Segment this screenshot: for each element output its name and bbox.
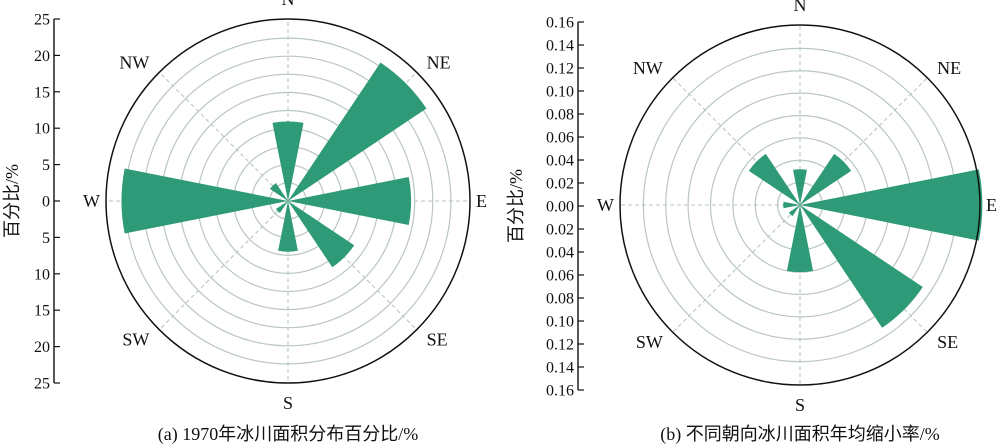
y-tick-label: 15 xyxy=(34,84,50,101)
y-tick-label: 0.14 xyxy=(546,38,574,55)
bar-se xyxy=(288,201,355,268)
y-tick-label: 5 xyxy=(42,230,50,247)
rose-chart-a: N NE E SE S SW W NW 25 20 15 10 5 0 5 10 15 20 25 百分比/% (a) … xyxy=(2,0,487,445)
bar-se xyxy=(800,205,923,328)
bar-e xyxy=(288,176,412,226)
direction-label-se: SE xyxy=(427,330,448,350)
y-tick-label: 10 xyxy=(34,266,50,283)
bar-n xyxy=(272,121,304,201)
y-tick-label: 0.02 xyxy=(546,222,574,239)
bar-e xyxy=(800,169,983,241)
direction-label-s: S xyxy=(283,393,293,413)
y-axis-title: 百分比/% xyxy=(506,169,526,243)
direction-label-nw: NW xyxy=(633,58,663,78)
y-tick-label: 5 xyxy=(42,157,50,174)
direction-label-se: SE xyxy=(937,332,958,352)
direction-label-n: N xyxy=(794,0,807,15)
direction-label-w: W xyxy=(597,195,614,215)
bar-ne xyxy=(800,153,852,205)
y-tick-label: 0.10 xyxy=(546,84,574,101)
direction-label-sw: SW xyxy=(122,330,149,350)
direction-label-ne: NE xyxy=(427,52,451,72)
direction-label-n: N xyxy=(282,0,295,9)
y-tick-label: 0.12 xyxy=(546,61,574,78)
y-tick-label: 0.16 xyxy=(546,383,574,400)
y-tick-label: 15 xyxy=(34,303,50,320)
outer-circle xyxy=(105,18,471,384)
direction-label-e: E xyxy=(476,191,487,211)
bar-sw xyxy=(788,205,800,217)
y-tick-label: 0.06 xyxy=(546,130,574,147)
rose-chart-b: N NE E SE S SW W NW 0.16 0.14 0.12 0.10 0.08 0.06 0.04… xyxy=(506,0,997,445)
grid-spoke xyxy=(159,72,289,202)
y-tick-label: 0.12 xyxy=(546,337,574,354)
direction-label-w: W xyxy=(83,191,100,211)
y-tick-label: 0.16 xyxy=(546,15,574,32)
bar-s xyxy=(786,205,814,273)
direction-label-ne: NE xyxy=(937,58,961,78)
direction-label-sw: SW xyxy=(636,332,663,352)
direction-label-nw: NW xyxy=(119,52,149,72)
y-tick-label: 0.02 xyxy=(546,176,574,193)
y-tick-label: 0.08 xyxy=(546,107,574,124)
y-tick-label: 0.10 xyxy=(546,314,574,331)
bar-n xyxy=(793,169,807,205)
chart-caption: (a) 1970年冰川面积分布百分比/% xyxy=(158,424,418,445)
y-tick-label: 0.04 xyxy=(546,153,574,170)
outer-circle xyxy=(619,24,981,386)
grid-spoke xyxy=(673,204,801,332)
bar-nw xyxy=(269,182,288,201)
direction-label-e: E xyxy=(986,195,997,215)
bar-w xyxy=(121,168,288,234)
y-axis-title: 百分比/% xyxy=(2,164,22,238)
y-tick-label: 20 xyxy=(34,339,50,356)
chart-caption: (b) 不同朝向冰川面积年均缩小率/% xyxy=(660,424,939,445)
y-tick-label: 0.04 xyxy=(546,245,574,262)
grid-spoke xyxy=(159,200,289,330)
y-tick-label: 0 xyxy=(42,194,50,211)
bar-w xyxy=(783,201,800,209)
bar-sw xyxy=(275,201,288,214)
y-tick-label: 20 xyxy=(34,48,50,65)
y-tick-label: 25 xyxy=(34,376,50,393)
y-tick-label: 0.08 xyxy=(546,291,574,308)
y-tick-label: 0.06 xyxy=(546,268,574,285)
bar-s xyxy=(278,201,298,252)
y-tick-label: 25 xyxy=(34,12,50,29)
bar-ne xyxy=(288,62,427,202)
direction-label-s: S xyxy=(795,395,805,415)
y-tick-label: 0.14 xyxy=(546,360,574,377)
y-tick-label: 10 xyxy=(34,121,50,138)
bar-nw xyxy=(748,153,800,205)
y-tick-label: 0.00 xyxy=(546,199,574,216)
